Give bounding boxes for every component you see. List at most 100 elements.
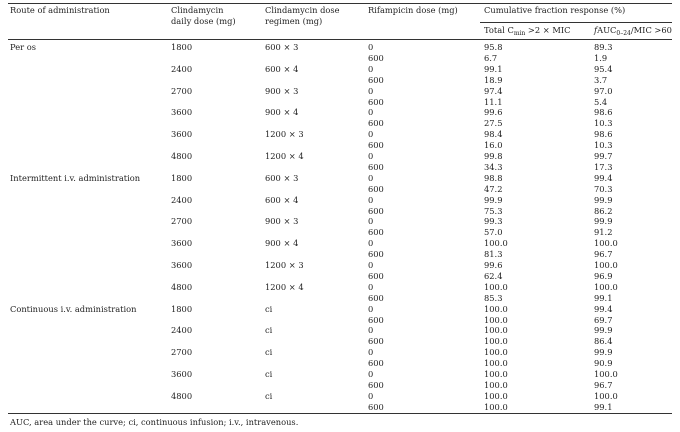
cell: 99.6 (484, 107, 503, 118)
column-header: Clindamycin (171, 5, 224, 15)
cell: 99.9 (594, 325, 613, 336)
cell: 0 (368, 129, 374, 140)
cell: 0 (368, 63, 374, 74)
dose-regimen: 600 × 3 (265, 172, 299, 183)
group-header: Cumulative fraction response (%) (484, 5, 626, 15)
cell: 17.3 (594, 161, 613, 172)
cell: 57.0 (484, 227, 503, 238)
cell: 99.8 (484, 151, 503, 161)
cell: 600 (368, 314, 384, 325)
daily-dose: 1800 (171, 303, 193, 314)
cell: 97.0 (594, 85, 613, 96)
cell: 0 (368, 390, 374, 401)
cell: 95.4 (594, 63, 613, 74)
cell: 34.3 (484, 161, 503, 172)
subheader-italic: f (594, 25, 598, 35)
daily-dose: 3600 (171, 107, 193, 118)
dose-regimen: ci (265, 347, 273, 358)
dose-regimen: ci (265, 325, 273, 336)
cell: 99.1 (594, 401, 613, 412)
daily-dose: 2400 (171, 194, 193, 205)
route: Per os (10, 42, 36, 52)
subheader: fAUC0–24/MIC >60 (594, 25, 672, 37)
cell: 0 (368, 281, 374, 292)
cell: 99.1 (484, 63, 503, 74)
dose-regimen: 900 × 4 (265, 107, 299, 118)
daily-dose: 3600 (171, 260, 193, 270)
cell: 16.0 (484, 140, 503, 151)
cell: 100.0 (594, 260, 618, 270)
cell: 600 (368, 270, 384, 281)
cell: 11.1 (484, 96, 503, 107)
cell: 0 (368, 303, 374, 314)
header-rule (8, 39, 672, 40)
column-header: regimen (mg) (265, 16, 323, 26)
cell: 100.0 (484, 336, 508, 347)
dose-regimen: 900 × 3 (265, 85, 299, 96)
cell: 6.7 (484, 52, 498, 63)
dose-regimen: 600 × 4 (265, 194, 299, 205)
cell: 10.3 (594, 140, 613, 151)
cell: 100.0 (594, 369, 618, 379)
cell: 600 (368, 140, 384, 151)
column-header: Rifampicin dose (mg) (368, 5, 458, 15)
daily-dose: 3600 (171, 369, 193, 379)
cell: 99.6 (484, 260, 503, 270)
daily-dose: 3600 (171, 238, 193, 249)
dose-regimen: ci (265, 390, 273, 401)
cell: 100.0 (594, 281, 618, 292)
cell: 600 (368, 183, 384, 194)
cell: 18.9 (484, 74, 503, 85)
dose-regimen: ci (265, 303, 273, 314)
cell: 86.4 (594, 336, 613, 347)
cell: 27.5 (484, 118, 503, 129)
cell: 0 (368, 194, 374, 205)
daily-dose: 1800 (171, 42, 193, 52)
cell: 0 (368, 325, 374, 336)
cell: 97.4 (484, 85, 503, 96)
cell: 100.0 (484, 314, 508, 325)
cell: 89.3 (594, 42, 613, 52)
cell: 100.0 (484, 390, 508, 401)
cell: 0 (368, 260, 374, 270)
cell: 0 (368, 85, 374, 96)
cell: 99.4 (594, 172, 613, 183)
daily-dose: 2700 (171, 85, 193, 96)
subheader-sub: 0–24 (616, 30, 631, 37)
cell: 600 (368, 74, 384, 85)
cell: 0 (368, 151, 374, 161)
cell: 0 (368, 216, 374, 227)
column-header: daily dose (mg) (171, 16, 236, 26)
daily-dose: 2400 (171, 325, 193, 336)
cell: 600 (368, 336, 384, 347)
cell: 600 (368, 227, 384, 238)
cell: 100.0 (484, 401, 508, 412)
cell: 98.6 (594, 129, 613, 140)
subheader: Total Cmin >2 × MIC (484, 25, 571, 37)
dose-regimen: 1200 × 4 (265, 281, 304, 292)
cell: 0 (368, 347, 374, 358)
dose-regimen: 1200 × 3 (265, 260, 304, 270)
daily-dose: 4800 (171, 390, 193, 401)
cell: 3.7 (594, 74, 608, 85)
top-rule (8, 3, 672, 4)
subheader-sub: min (513, 30, 526, 37)
dose-regimen: 1200 × 4 (265, 151, 304, 161)
dose-regimen: 600 × 4 (265, 63, 299, 74)
cell: 98.6 (594, 107, 613, 118)
cell: 100.0 (484, 303, 508, 314)
cell: 600 (368, 358, 384, 369)
cell: 86.2 (594, 205, 613, 216)
column-header: Route of administration (10, 5, 110, 15)
cell: 1.9 (594, 52, 608, 63)
daily-dose: 4800 (171, 281, 193, 292)
cell: 600 (368, 292, 384, 303)
daily-dose: 4800 (171, 151, 193, 161)
cell: 95.8 (484, 42, 503, 52)
subheader-text: AUC (597, 25, 617, 35)
daily-dose: 1800 (171, 172, 193, 183)
cell: 99.7 (594, 151, 613, 161)
subheader-text: Total C (484, 25, 514, 35)
cell: 600 (368, 161, 384, 172)
dose-regimen: 900 × 3 (265, 216, 299, 227)
